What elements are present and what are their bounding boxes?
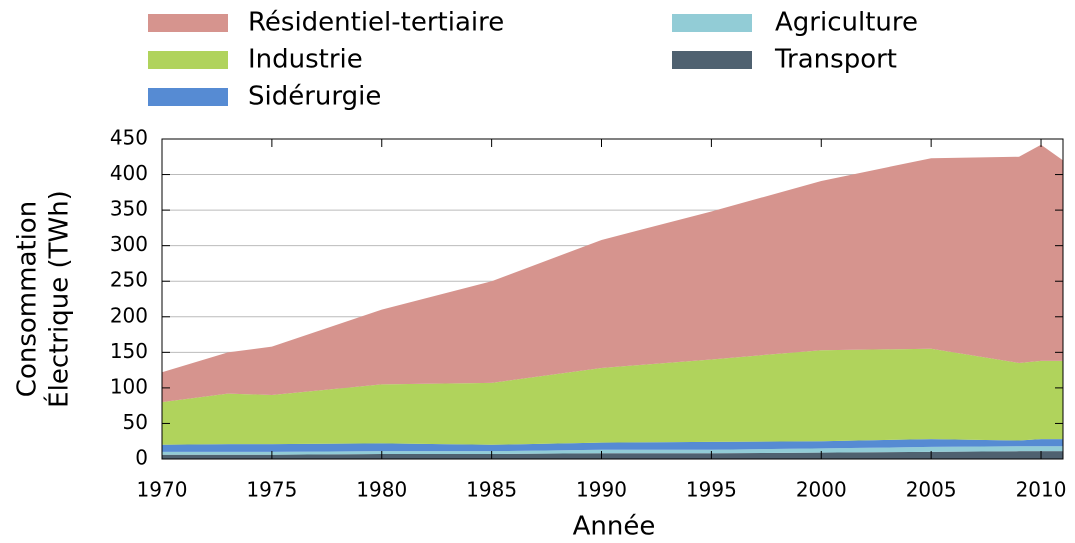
plot-frame — [161, 138, 1064, 460]
legend-label: Transport — [774, 45, 897, 75]
area — [162, 348, 1063, 445]
x-tick-label: 1975 — [246, 478, 297, 502]
legend-swatch — [672, 14, 752, 32]
legend-label: Résidentiel-tertiaire — [248, 8, 504, 38]
y-tick-label: 100 — [110, 374, 148, 398]
x-tick-label: 1985 — [466, 478, 517, 502]
y-axis-label: Électrique (TWh) — [43, 190, 75, 408]
y-tick-label: 300 — [110, 232, 148, 256]
legend-swatch — [148, 88, 228, 106]
x-tick-label: 2005 — [906, 478, 957, 502]
x-tick-label: 1980 — [356, 478, 407, 502]
y-axis-label: Consommation — [13, 201, 43, 397]
x-tick-label: 2010 — [1016, 478, 1067, 502]
y-tick-label: 350 — [110, 197, 148, 221]
y-tick-label: 450 — [110, 126, 148, 150]
y-tick-label: 0 — [135, 446, 148, 470]
area — [162, 446, 1063, 455]
x-axis-label: Année — [573, 512, 656, 542]
legend-swatch — [672, 51, 752, 69]
x-tick-label: 2000 — [796, 478, 847, 502]
x-tick-label: 1970 — [137, 478, 188, 502]
legend-swatch — [148, 51, 228, 69]
legend-label: Industrie — [248, 45, 363, 75]
area — [162, 451, 1063, 459]
y-tick-label: 200 — [110, 303, 148, 327]
x-tick-label: 1995 — [686, 478, 737, 502]
area — [162, 144, 1063, 403]
y-tick-label: 400 — [110, 161, 148, 185]
y-tick-label: 250 — [110, 268, 148, 292]
y-tick-label: 50 — [123, 410, 148, 434]
area — [162, 439, 1063, 452]
legend-swatch — [148, 14, 228, 32]
x-tick-label: 1990 — [576, 478, 627, 502]
legend-label: Sidérurgie — [248, 82, 381, 112]
y-tick-label: 150 — [110, 339, 148, 363]
legend-label: Agriculture — [775, 8, 918, 38]
